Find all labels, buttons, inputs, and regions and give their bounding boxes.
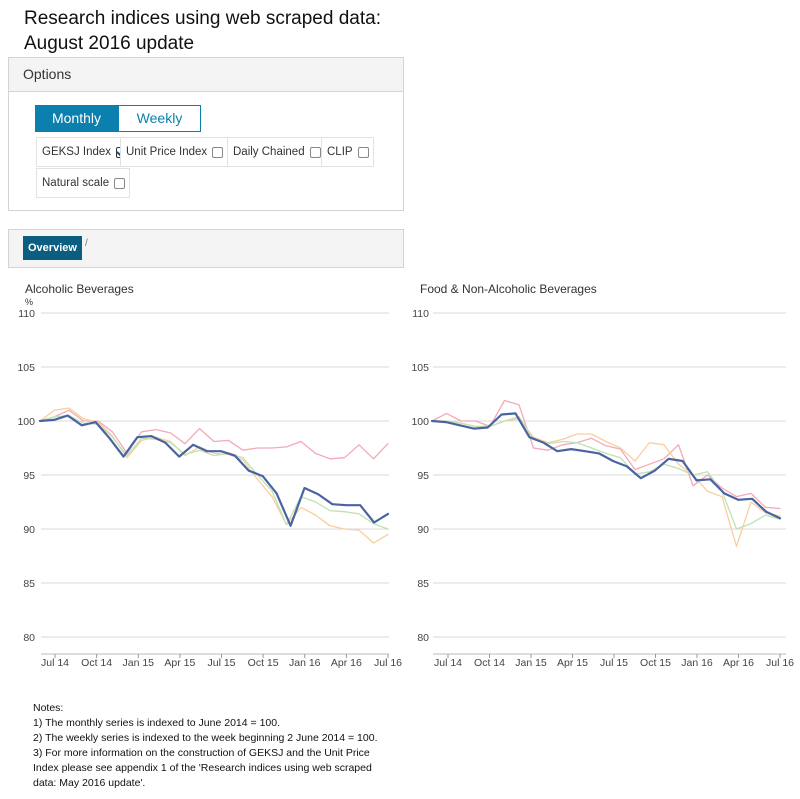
x-tick-label: Jul 15 xyxy=(600,657,628,669)
x-tick-label: Oct 15 xyxy=(248,657,279,669)
x-tick-label: Jul 15 xyxy=(207,657,235,669)
page-title-line-2: August 2016 update xyxy=(24,33,195,54)
unit-price-index-checkbox[interactable]: Unit Price Index xyxy=(120,137,229,167)
y-unit-label: % xyxy=(25,297,34,307)
breadcrumb-separator: / xyxy=(85,238,88,249)
x-tick-label: Apr 15 xyxy=(557,657,588,669)
x-tick-label: Jul 16 xyxy=(766,657,794,669)
daily-chained-label: Daily Chained xyxy=(233,146,305,158)
options-header: Options xyxy=(9,58,403,92)
y-tick-label: 80 xyxy=(417,632,429,644)
y-tick-label: 85 xyxy=(23,578,35,590)
x-tick-label: Apr 15 xyxy=(164,657,195,669)
note-line: 2) The weekly series is indexed to the w… xyxy=(33,732,378,744)
unit-price-index-label: Unit Price Index xyxy=(126,146,208,158)
x-tick-label: Oct 14 xyxy=(81,657,112,669)
clip-label: CLIP xyxy=(327,146,353,158)
checkbox-unchecked-icon[interactable] xyxy=(357,146,369,158)
series-line-geksj xyxy=(430,412,782,520)
y-tick-label: 90 xyxy=(417,524,429,536)
chart-title-food: Food & Non-Alcoholic Beverages xyxy=(420,282,597,296)
y-tick-label: 90 xyxy=(23,524,35,536)
note-line: data: May 2016 update'. xyxy=(33,777,146,789)
y-tick-label: 100 xyxy=(17,416,35,428)
y-tick-label: 105 xyxy=(411,362,429,374)
page-title: Research indices using web scraped data:… xyxy=(24,6,544,56)
page-title-line-1: Research indices using web scraped data: xyxy=(24,8,381,29)
checkbox-unchecked-icon[interactable] xyxy=(309,146,321,158)
series-line-clip xyxy=(431,416,781,530)
y-tick-label: 105 xyxy=(17,362,35,374)
x-tick-label: Jan 15 xyxy=(122,657,154,669)
natural-scale-checkbox[interactable]: Natural scale xyxy=(36,168,131,198)
x-tick-label: Apr 16 xyxy=(331,657,362,669)
y-tick-label: 110 xyxy=(18,308,35,320)
food-beverages-chart: 80 85 90 95 100 105 110 Jul 14 Oct 14 Jan 15 Apr 1… xyxy=(411,308,794,669)
y-tick-label: 80 xyxy=(23,632,35,644)
series-line-daily-chained xyxy=(431,418,781,547)
checkbox-unchecked-icon[interactable] xyxy=(114,177,126,189)
y-tick-label: 100 xyxy=(411,416,429,428)
notes-heading: Notes: xyxy=(33,702,64,714)
series-line-geksj xyxy=(38,414,390,527)
options-panel: Options Monthly Weekly GEKSJ Index Unit … xyxy=(8,57,404,211)
x-tick-label: Jan 16 xyxy=(681,657,713,669)
chart-title-alcoholic: Alcoholic Beverages xyxy=(25,282,134,296)
x-tick-label: Jul 14 xyxy=(41,657,69,669)
weekly-button[interactable]: Weekly xyxy=(118,105,201,132)
x-tick-label: Apr 16 xyxy=(723,657,754,669)
x-tick-label: Oct 15 xyxy=(640,657,671,669)
clip-checkbox[interactable]: CLIP xyxy=(321,137,374,167)
y-tick-label: 95 xyxy=(417,470,429,482)
note-line: Index please see appendix 1 of the 'Rese… xyxy=(33,762,372,774)
series-line-unit-price xyxy=(431,399,781,510)
geksj-index-label: GEKSJ Index xyxy=(42,146,112,158)
x-tick-label: Jul 16 xyxy=(374,657,402,669)
monthly-button[interactable]: Monthly xyxy=(35,105,118,132)
x-tick-label: Jan 16 xyxy=(289,657,321,669)
x-tick-label: Oct 14 xyxy=(474,657,505,669)
alcoholic-beverages-chart: 80 85 90 95 100 105 110 Jul 14 Oct 14 Jan 15 Apr 1… xyxy=(17,308,402,669)
y-tick-label: 95 xyxy=(23,470,35,482)
notes: Notes: 1) The monthly series is indexed … xyxy=(33,701,378,791)
breadcrumb: Overview / xyxy=(8,229,404,268)
overview-button[interactable]: Overview xyxy=(23,236,82,260)
y-tick-label: 110 xyxy=(412,308,429,320)
y-tick-label: 85 xyxy=(417,578,429,590)
note-line: 1) The monthly series is indexed to June… xyxy=(33,717,281,729)
daily-chained-checkbox[interactable]: Daily Chained xyxy=(227,137,326,167)
frequency-toggle: Monthly Weekly xyxy=(35,105,201,132)
series-line-daily-chained xyxy=(39,407,389,544)
x-tick-label: Jul 14 xyxy=(434,657,462,669)
checkbox-unchecked-icon[interactable] xyxy=(212,146,224,158)
geksj-index-checkbox[interactable]: GEKSJ Index xyxy=(36,137,133,167)
note-line: 3) For more information on the construct… xyxy=(33,747,370,759)
x-tick-label: Jan 15 xyxy=(515,657,547,669)
natural-scale-label: Natural scale xyxy=(42,177,110,189)
series-line-unit-price xyxy=(39,409,389,460)
